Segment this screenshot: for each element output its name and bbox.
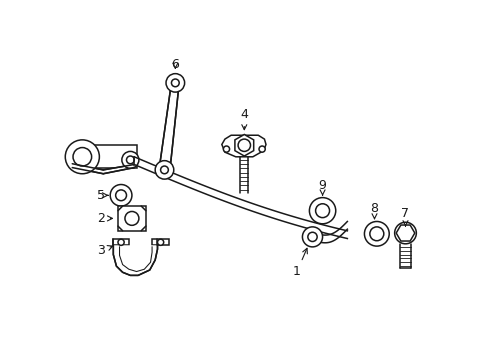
Polygon shape: [134, 157, 347, 238]
Text: 5: 5: [97, 189, 107, 202]
Text: 8: 8: [370, 202, 378, 219]
Polygon shape: [118, 206, 146, 231]
Circle shape: [258, 146, 265, 152]
Circle shape: [160, 166, 168, 174]
Circle shape: [73, 147, 91, 166]
Circle shape: [65, 140, 99, 174]
Polygon shape: [221, 135, 265, 157]
Circle shape: [110, 185, 132, 206]
Circle shape: [315, 204, 329, 218]
Polygon shape: [113, 239, 129, 245]
Polygon shape: [395, 225, 414, 241]
Circle shape: [126, 156, 134, 164]
Circle shape: [115, 190, 126, 201]
Circle shape: [223, 146, 229, 152]
Polygon shape: [72, 164, 134, 174]
Circle shape: [121, 151, 138, 169]
Circle shape: [155, 161, 173, 179]
Circle shape: [166, 74, 184, 92]
Polygon shape: [159, 82, 179, 171]
Text: 4: 4: [240, 108, 248, 130]
Text: 6: 6: [171, 58, 179, 71]
Circle shape: [118, 239, 124, 245]
Text: 7: 7: [401, 207, 408, 226]
Circle shape: [238, 139, 250, 151]
Circle shape: [369, 227, 383, 241]
Text: 2: 2: [97, 212, 112, 225]
Text: 3: 3: [97, 244, 112, 257]
Polygon shape: [113, 245, 157, 275]
Circle shape: [309, 198, 335, 224]
Circle shape: [157, 239, 164, 245]
Circle shape: [171, 79, 179, 87]
Polygon shape: [234, 135, 253, 156]
Polygon shape: [78, 145, 136, 169]
Polygon shape: [316, 221, 347, 243]
Text: 1: 1: [292, 248, 307, 278]
Circle shape: [363, 221, 389, 246]
Circle shape: [302, 227, 322, 247]
Circle shape: [125, 211, 138, 225]
Polygon shape: [152, 239, 169, 245]
Circle shape: [307, 232, 317, 241]
Text: 9: 9: [318, 179, 326, 195]
